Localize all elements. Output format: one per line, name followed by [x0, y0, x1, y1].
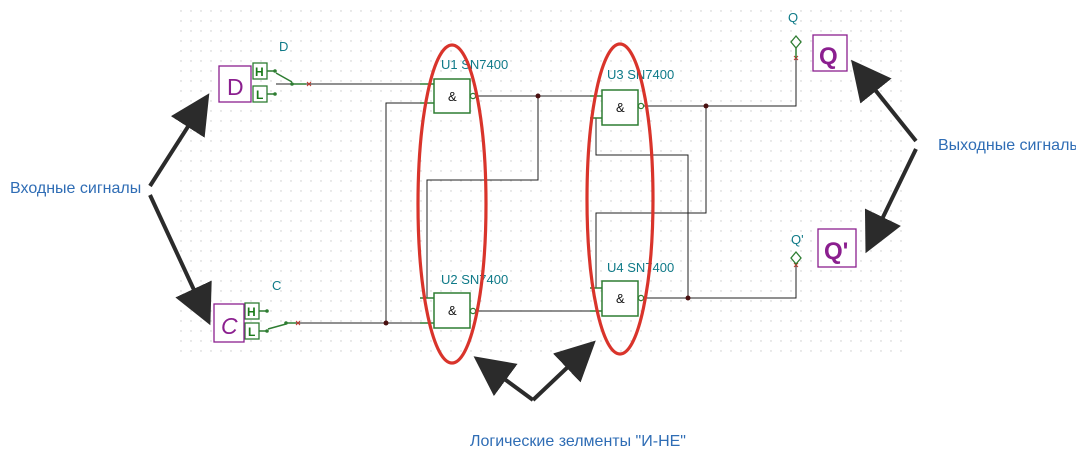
gate-u1-symbol: &: [448, 89, 457, 104]
input-box-d: D: [218, 65, 252, 103]
output-box-qn-text: Q': [824, 238, 848, 265]
probe-q-label: Q: [788, 10, 798, 25]
grid-background: [180, 8, 910, 358]
annotation-outputs: Выходные сигналы: [938, 137, 1076, 154]
arrow-to-left-ellipse: [473, 356, 535, 402]
wire-u3-to-q: [642, 58, 797, 107]
switch-c-label: C: [272, 278, 281, 293]
annotation-gates: Логические зелменты "И-НЕ": [470, 433, 686, 450]
switch-d[interactable]: D H L: [252, 39, 306, 103]
wire-u4-to-qn: [642, 265, 797, 299]
switch-d-high: H: [255, 65, 264, 79]
gate-u1-label: U1 SN7400: [441, 57, 508, 72]
arrow-to-right-ellipse: [531, 340, 596, 402]
switch-c-low: L: [248, 325, 255, 339]
junction-dot: [703, 103, 709, 109]
gate-u1[interactable]: U1 SN7400 &: [420, 57, 508, 114]
gate-u2-symbol: &: [448, 303, 457, 318]
gate-u2[interactable]: U2 SN7400 &: [420, 272, 508, 329]
junction-dot: [535, 93, 541, 99]
wire-c-to-u1: [385, 102, 432, 323]
input-box-c-text: C: [221, 313, 238, 339]
highlight-ellipse-right: [585, 42, 655, 356]
switch-c-high: H: [247, 305, 256, 319]
output-box-q: Q: [812, 34, 848, 72]
switch-d-low: L: [256, 88, 263, 102]
gate-u4-label: U4 SN7400: [607, 260, 674, 275]
arrow-to-qn: [864, 148, 918, 254]
gate-u4[interactable]: U4 SN7400 &: [590, 260, 674, 317]
highlight-ellipse-left: [416, 43, 488, 365]
probe-qn-label: Q': [791, 232, 804, 247]
output-box-qn: Q': [817, 228, 857, 268]
output-box-q-text: Q: [819, 43, 838, 70]
annotation-arrows: [148, 59, 918, 402]
gate-u2-label: U2 SN7400: [441, 272, 508, 287]
probe-q[interactable]: Q: [788, 10, 802, 58]
annotation-inputs: Входные сигналы: [10, 180, 141, 197]
gate-u4-symbol: &: [616, 291, 625, 306]
probe-qn[interactable]: Q': [790, 232, 804, 266]
junction-dot: [383, 320, 389, 326]
junction-dot: [685, 295, 691, 301]
input-box-c: C: [213, 303, 245, 343]
switch-d-label: D: [279, 39, 288, 54]
arrow-to-c: [148, 194, 212, 326]
arrow-to-d: [148, 93, 210, 188]
switch-c[interactable]: C H L: [244, 278, 296, 340]
input-box-d-text: D: [227, 74, 244, 100]
arrow-to-q: [851, 59, 918, 143]
gate-u3-symbol: &: [616, 100, 625, 115]
